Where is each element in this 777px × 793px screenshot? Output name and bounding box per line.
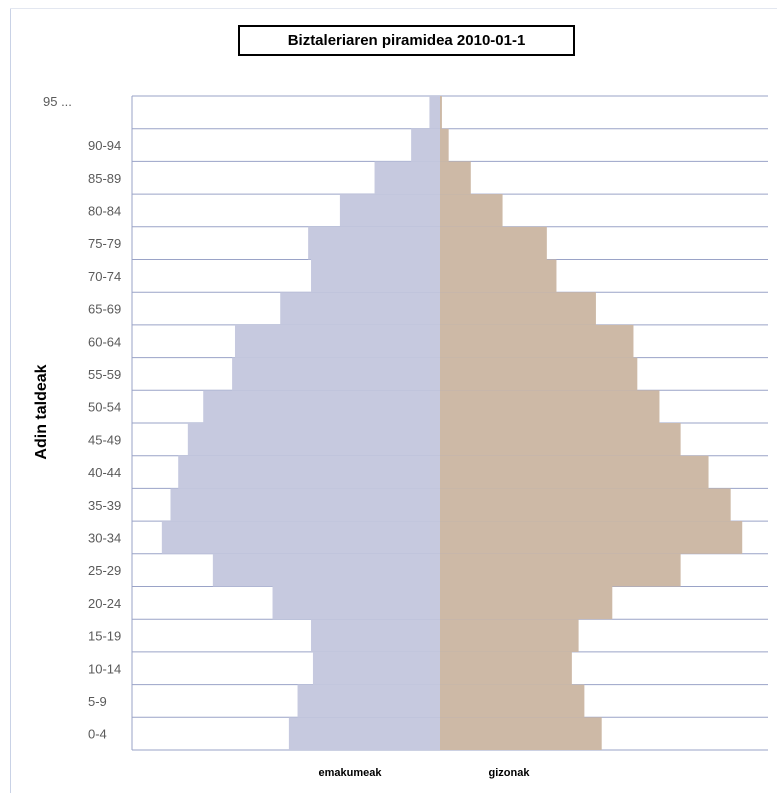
y-tick-label: 85-89 [88, 171, 121, 186]
bar-gizonak [440, 488, 731, 522]
y-tick-label: 5-9 [88, 694, 107, 709]
bar-gizonak [440, 194, 503, 227]
y-tick-label: 90-94 [88, 138, 121, 153]
bar-gizonak [440, 357, 638, 391]
bar-gizonak [440, 128, 449, 162]
bar-emakumeak [203, 390, 440, 423]
y-tick-label: 50-54 [88, 400, 121, 415]
bar-emakumeak [170, 488, 440, 522]
frame-left-border [10, 8, 11, 793]
bar-gizonak [440, 684, 585, 718]
bar-gizonak [440, 161, 471, 195]
bar-emakumeak [311, 619, 440, 652]
bar-emakumeak [272, 586, 440, 620]
y-tick-label: 10-14 [88, 661, 121, 676]
y-tick-label: 70-74 [88, 269, 121, 284]
bar-emakumeak [161, 521, 440, 554]
bar-emakumeak [374, 161, 440, 195]
bar-gizonak [440, 455, 709, 489]
bar-gizonak [440, 553, 681, 587]
bar-gizonak [440, 324, 634, 358]
y-tick-label: 75-79 [88, 236, 121, 251]
y-tick-label: 20-24 [88, 596, 121, 611]
bar-gizonak [440, 390, 660, 423]
y-tick-label: 0-4 [88, 727, 107, 742]
bar-gizonak [440, 96, 442, 129]
y-tick-label: 55-59 [88, 367, 121, 382]
y-tick-label: 60-64 [88, 334, 121, 349]
y-tick-label: 40-44 [88, 465, 121, 480]
bar-emakumeak [312, 651, 440, 685]
bar-emakumeak [308, 226, 440, 260]
y-tick-label: 65-69 [88, 302, 121, 317]
bar-emakumeak [429, 96, 440, 129]
y-tick-label: 25-29 [88, 563, 121, 578]
legend-label-left: emakumeak [319, 767, 383, 779]
y-tick-label: 15-19 [88, 629, 121, 644]
bar-gizonak [440, 586, 613, 620]
bar-gizonak [440, 292, 596, 325]
legend-label-right: gizonak [489, 767, 531, 779]
chart-title: Biztaleriaren piramidea 2010-01-1 [238, 25, 575, 56]
bar-emakumeak [178, 455, 440, 489]
bar-emakumeak [234, 324, 440, 358]
bar-gizonak [440, 521, 743, 554]
bar-emakumeak [288, 717, 440, 750]
bar-gizonak [440, 619, 579, 652]
y-tick-label: 30-34 [88, 530, 121, 545]
y-tick-label: 35-39 [88, 498, 121, 513]
bar-gizonak [440, 423, 681, 456]
y-tick-label: 95 ... [43, 94, 72, 109]
bar-emakumeak [411, 128, 440, 162]
bar-emakumeak [212, 553, 440, 587]
bar-emakumeak [232, 357, 440, 391]
bar-emakumeak [311, 259, 440, 293]
bar-gizonak [440, 226, 547, 260]
y-tick-label: 80-84 [88, 203, 121, 218]
frame-top-border [10, 8, 777, 9]
bar-gizonak [440, 259, 557, 293]
bar-emakumeak [187, 423, 440, 456]
y-tick-label: 45-49 [88, 432, 121, 447]
bar-gizonak [440, 651, 572, 685]
bar-emakumeak [280, 292, 440, 325]
bar-emakumeak [339, 194, 440, 227]
bar-emakumeak [297, 684, 440, 718]
bar-gizonak [440, 717, 602, 750]
